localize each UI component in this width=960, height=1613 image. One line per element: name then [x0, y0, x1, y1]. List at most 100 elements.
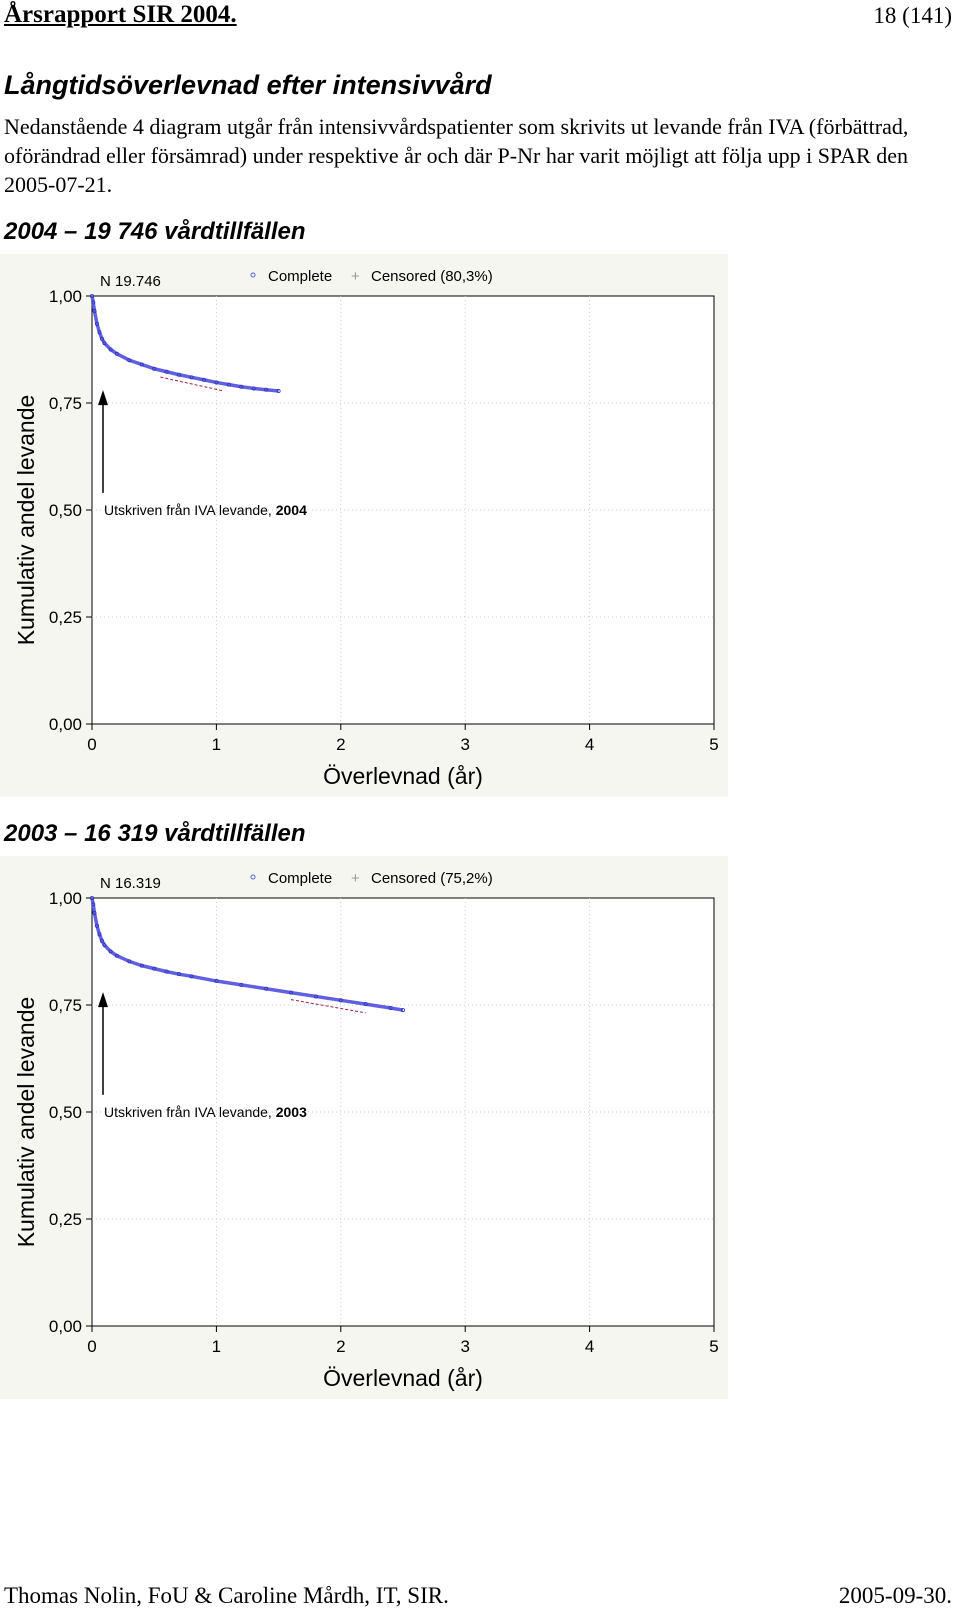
annotation-arrow-head [98, 390, 108, 406]
page-number: 18 (141) [873, 3, 952, 28]
x-tick-label: 5 [709, 735, 718, 754]
document-title: Årsrapport SIR 2004. [4, 1, 237, 28]
survival-point [400, 1008, 405, 1013]
y-axis-label: Kumulativ andel levande [13, 395, 39, 646]
n-label: N 16.319 [100, 875, 161, 892]
survival-point [97, 932, 102, 937]
survival-point [388, 1005, 393, 1010]
survival-point [114, 953, 119, 958]
y-tick-label: 0,25 [49, 1210, 82, 1229]
y-tick-label: 0,75 [49, 394, 82, 413]
x-tick-label: 4 [585, 735, 594, 754]
censored-curve [290, 999, 366, 1014]
survival-point [92, 910, 97, 915]
y-tick-label: 0,00 [49, 1317, 82, 1336]
legend-complete-label: Complete [268, 870, 332, 887]
survival-point [226, 382, 231, 387]
legend-complete-marker [250, 874, 256, 880]
y-tick-label: 0,75 [49, 996, 82, 1015]
survival-curve [90, 295, 279, 393]
legend-censored-marker: + [351, 268, 360, 285]
chart-heading-2003: 2003 – 16 319 vårdtillfällen [4, 820, 306, 847]
survival-point [264, 387, 269, 392]
legend-complete-label: Complete [268, 268, 332, 285]
survival-point [177, 372, 182, 377]
survival-point [152, 366, 157, 371]
survival-point [363, 1002, 368, 1007]
x-tick-label: 1 [212, 735, 221, 754]
n-label: N 19.746 [100, 273, 161, 290]
section-heading: Långtidsöverlevnad efter intensivvård [4, 70, 492, 100]
survival-point [91, 902, 96, 907]
y-axis-label: Kumulativ andel levande [13, 997, 39, 1248]
x-axis-label: Överlevnad (år) [323, 763, 483, 789]
x-tick-label: 2 [336, 1337, 345, 1356]
legend-censored-marker: + [351, 870, 360, 887]
survival-point [164, 369, 169, 374]
footer-authors: Thomas Nolin, FoU & Caroline Mårdh, IT, … [4, 1583, 449, 1608]
annotation-text: Utskriven från IVA levande, 2003 [104, 1104, 307, 1120]
survival-point [102, 341, 107, 346]
annotation-prefix: Utskriven från IVA levande, [104, 1104, 276, 1120]
survival-chart-2004: 0,00 0,25 0,50 0,75 1,00 0 1 2 3 4 5 Överlevnad (år… [0, 254, 728, 797]
survival-point [94, 923, 99, 928]
legend-censored-label: Censored (75,2%) [371, 870, 493, 887]
survival-point [276, 389, 281, 394]
annotation-year: 2003 [276, 1104, 307, 1120]
y-tick-label: 0,50 [49, 1103, 82, 1122]
survival-point [201, 377, 206, 382]
survival-point [264, 986, 269, 991]
survival-point [91, 300, 96, 305]
survival-point [139, 362, 144, 367]
survival-point [97, 330, 102, 335]
survival-point [94, 321, 99, 326]
survival-point [108, 347, 113, 352]
x-tick-label: 2 [336, 735, 345, 754]
x-tick-label: 4 [585, 1337, 594, 1356]
survival-point [152, 966, 157, 971]
chart-heading-2004: 2004 – 19 746 vårdtillfällen [4, 218, 306, 245]
x-tick-label: 0 [87, 1337, 96, 1356]
survival-point [189, 974, 194, 979]
survival-point [289, 990, 294, 995]
y-tick-label: 0,50 [49, 501, 82, 520]
y-tick-label: 0,25 [49, 608, 82, 627]
annotation-year: 2004 [276, 502, 307, 518]
survival-point [214, 979, 219, 984]
annotation-text: Utskriven från IVA levande, 2004 [104, 502, 307, 518]
survival-point [239, 982, 244, 987]
y-tick-label: 1,00 [49, 889, 82, 908]
survival-point [189, 375, 194, 380]
x-tick-label: 0 [87, 735, 96, 754]
annotation-arrow-head [98, 992, 108, 1008]
survival-point [92, 308, 97, 313]
survival-point [139, 963, 144, 968]
survival-point [239, 384, 244, 389]
survival-chart-2003: 0,00 0,25 0,50 0,75 1,00 0 1 2 3 4 5 Överlevnad (år… [0, 856, 728, 1399]
x-tick-label: 3 [460, 1337, 469, 1356]
survival-point [102, 943, 107, 948]
censored-curve [160, 376, 223, 392]
survival-point [99, 938, 104, 943]
survival-point [90, 294, 95, 299]
survival-point [313, 994, 318, 999]
x-axis-label: Överlevnad (år) [323, 1365, 483, 1391]
survival-point [127, 959, 132, 964]
intro-paragraph: Nedanstående 4 diagram utgår från intens… [4, 114, 909, 197]
survival-point [338, 998, 343, 1003]
survival-point [177, 972, 182, 977]
survival-point [90, 896, 95, 901]
survival-point [214, 380, 219, 385]
legend-complete-marker [250, 272, 256, 278]
x-tick-label: 1 [212, 1337, 221, 1356]
footer-date: 2005-09-30. [838, 1583, 952, 1608]
legend-censored-label: Censored (80,3%) [371, 268, 493, 285]
y-tick-label: 1,00 [49, 287, 82, 306]
y-tick-label: 0,00 [49, 715, 82, 734]
plot-area [91, 897, 715, 1327]
x-tick-label: 3 [460, 735, 469, 754]
annotation-prefix: Utskriven från IVA levande, [104, 502, 276, 518]
x-tick-label: 5 [709, 1337, 718, 1356]
survival-point [127, 358, 132, 363]
survival-point [99, 336, 104, 341]
